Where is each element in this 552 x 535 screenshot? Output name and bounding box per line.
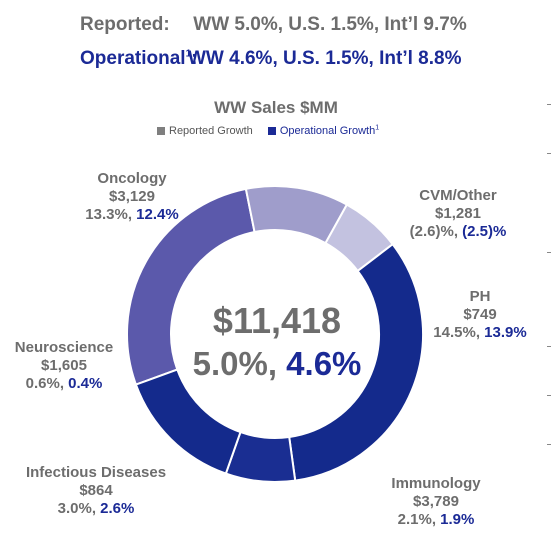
edge-tick [547,153,551,154]
total-sales: $11,418 [212,300,342,341]
reported-label: Reported: [80,14,170,35]
reported-value: WW 5.0%, U.S. 1.5%, Int’l 9.7% [193,14,467,35]
chart-title: WW Sales $MM [214,98,338,117]
edge-tick [547,444,551,445]
segment-name: Oncology [97,170,167,187]
segment-name: Infectious Diseases [25,464,167,481]
segment-value: $1,281 [435,205,481,222]
label-neuroscience: Neuroscience $1,605 0.6%, 0.4% [4,339,124,393]
operational-footnote: 1 [185,48,192,60]
edge-tick [547,346,551,347]
segment-name: Immunology [391,475,481,492]
legend-operational: Operational Growth1 [267,124,379,137]
total-growth: 5.0%, 4.6% [175,345,379,383]
total-reported-growth: 5.0%, [192,345,277,382]
operational-value: WW 4.6%, U.S. 1.5%, Int’l 8.8% [188,48,462,69]
segment-name: CVM/Other [419,187,497,204]
legend-reported-swatch [157,126,165,135]
label-ph: PH $749 14.5%, 13.9% [420,288,540,342]
label-oncology: Oncology $3,129 13.3%, 12.4% [76,170,188,224]
edge-tick [547,252,551,253]
total-operational-growth: 4.6% [286,345,362,382]
chart-legend: Reported Growth Operational Growth1 [157,124,391,137]
edge-tick [547,395,551,396]
legend-reported: Reported Growth [157,125,253,137]
label-infectious-diseases: Infectious Diseases $864 3.0%, 2.6% [6,464,186,518]
segment-name: PH [469,288,491,305]
segment-value: $3,789 [413,493,459,510]
segment-value: $864 [79,482,113,499]
legend-operational-swatch [267,126,276,135]
label-cvm-other: CVM/Other $1,281 (2.6)%, (2.5)% [398,187,518,241]
segment-value: $749 [463,306,497,323]
segment-name: Neuroscience [14,339,114,356]
label-immunology: Immunology $3,789 2.1%, 1.9% [380,475,492,529]
segment-value: $3,129 [109,188,155,205]
donut-slice-neuroscience [134,368,242,475]
donut-slice-immunology [288,242,424,482]
operational-label: Operational1: [80,48,198,69]
operational-row: Operational1:WW 4.6%, U.S. 1.5%, Int’l 8… [80,48,461,70]
segment-value: $1,605 [41,357,87,374]
edge-tick [547,104,551,105]
reported-row: Reported: WW 5.0%, U.S. 1.5%, Int’l 9.7% [80,14,467,36]
